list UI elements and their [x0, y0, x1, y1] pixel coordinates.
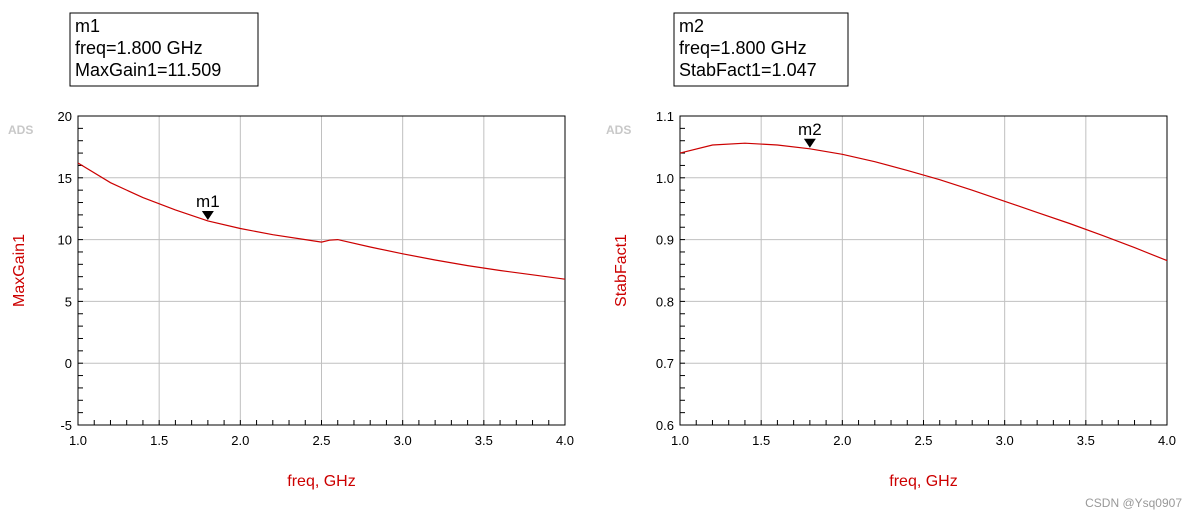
- y-axis-label: StabFact1: [613, 234, 630, 307]
- y-tick-label: 10: [58, 233, 72, 248]
- y-tick-label: 0.7: [656, 356, 674, 371]
- x-tick-label: 3.0: [394, 433, 412, 448]
- marker-readout-line: m1: [75, 16, 100, 36]
- marker-readout-line: freq=1.800 GHz: [679, 38, 807, 58]
- x-tick-label: 2.5: [312, 433, 330, 448]
- chart-2: ADS 1.0 1.5 2.0 2.5 3.0 3.5 4.0 0.6 0.7 0.8 0.9 1.0 1…: [606, 12, 1176, 490]
- marker-readout-line: MaxGain1=11.509: [75, 60, 221, 80]
- y-tick-label: 0.9: [656, 233, 674, 248]
- x-tick-label: 3.5: [475, 433, 493, 448]
- y-tick-label: 20: [58, 109, 72, 124]
- series-line-MaxGain1: [77, 162, 566, 280]
- x-tick-label: 1.5: [150, 433, 168, 448]
- series-line-StabFact1: [679, 142, 1168, 262]
- marker-readout-line: StabFact1=1.047: [679, 60, 817, 80]
- x-tick-label: 2.0: [833, 433, 851, 448]
- ads-logo: ADS: [8, 123, 33, 137]
- marker-triangle-m1: [201, 210, 214, 220]
- x-tick-label: 4.0: [1158, 433, 1176, 448]
- x-tick-label: 4.0: [556, 433, 574, 448]
- marker-readout-line: m2: [679, 16, 704, 36]
- y-tick-label: 0.6: [656, 418, 674, 433]
- y-tick-label: 1.0: [656, 171, 674, 186]
- plot-frame: [77, 115, 566, 426]
- marker-label-m1: m1: [196, 192, 220, 211]
- x-tick-label: 1.5: [752, 433, 770, 448]
- y-tick-label: 0.8: [656, 294, 674, 309]
- y-tick-label: 1.1: [656, 109, 674, 124]
- y-tick-label: 0: [65, 356, 72, 371]
- x-tick-label: 2.0: [231, 433, 249, 448]
- y-axis-label: MaxGain1: [11, 234, 28, 307]
- marker-readout-line: freq=1.800 GHz: [75, 38, 203, 58]
- chart-1: ADS 1.0 1.5 2.0 2.5 3.0 3.5 4.0 -5 0 5 10 15 20 freq, …: [8, 12, 574, 490]
- ads-logo: ADS: [606, 123, 631, 137]
- x-tick-label: 3.5: [1077, 433, 1095, 448]
- x-axis-label: freq, GHz: [889, 473, 957, 490]
- x-tick-label: 3.0: [996, 433, 1014, 448]
- y-tick-label: 15: [58, 171, 72, 186]
- x-tick-label: 2.5: [914, 433, 932, 448]
- marker-label-m2: m2: [798, 120, 822, 139]
- x-tick-label: 1.0: [671, 433, 689, 448]
- plot-frame: [679, 115, 1168, 426]
- y-tick-label: -5: [60, 418, 72, 433]
- x-tick-label: 1.0: [69, 433, 87, 448]
- x-axis-label: freq, GHz: [287, 473, 355, 490]
- marker-readout-box-m2: [673, 12, 849, 87]
- y-tick-label: 5: [65, 294, 72, 309]
- marker-readout-box-m1: [69, 12, 259, 87]
- watermark: CSDN @Ysq0907: [1085, 496, 1182, 510]
- marker-triangle-m2: [803, 138, 816, 148]
